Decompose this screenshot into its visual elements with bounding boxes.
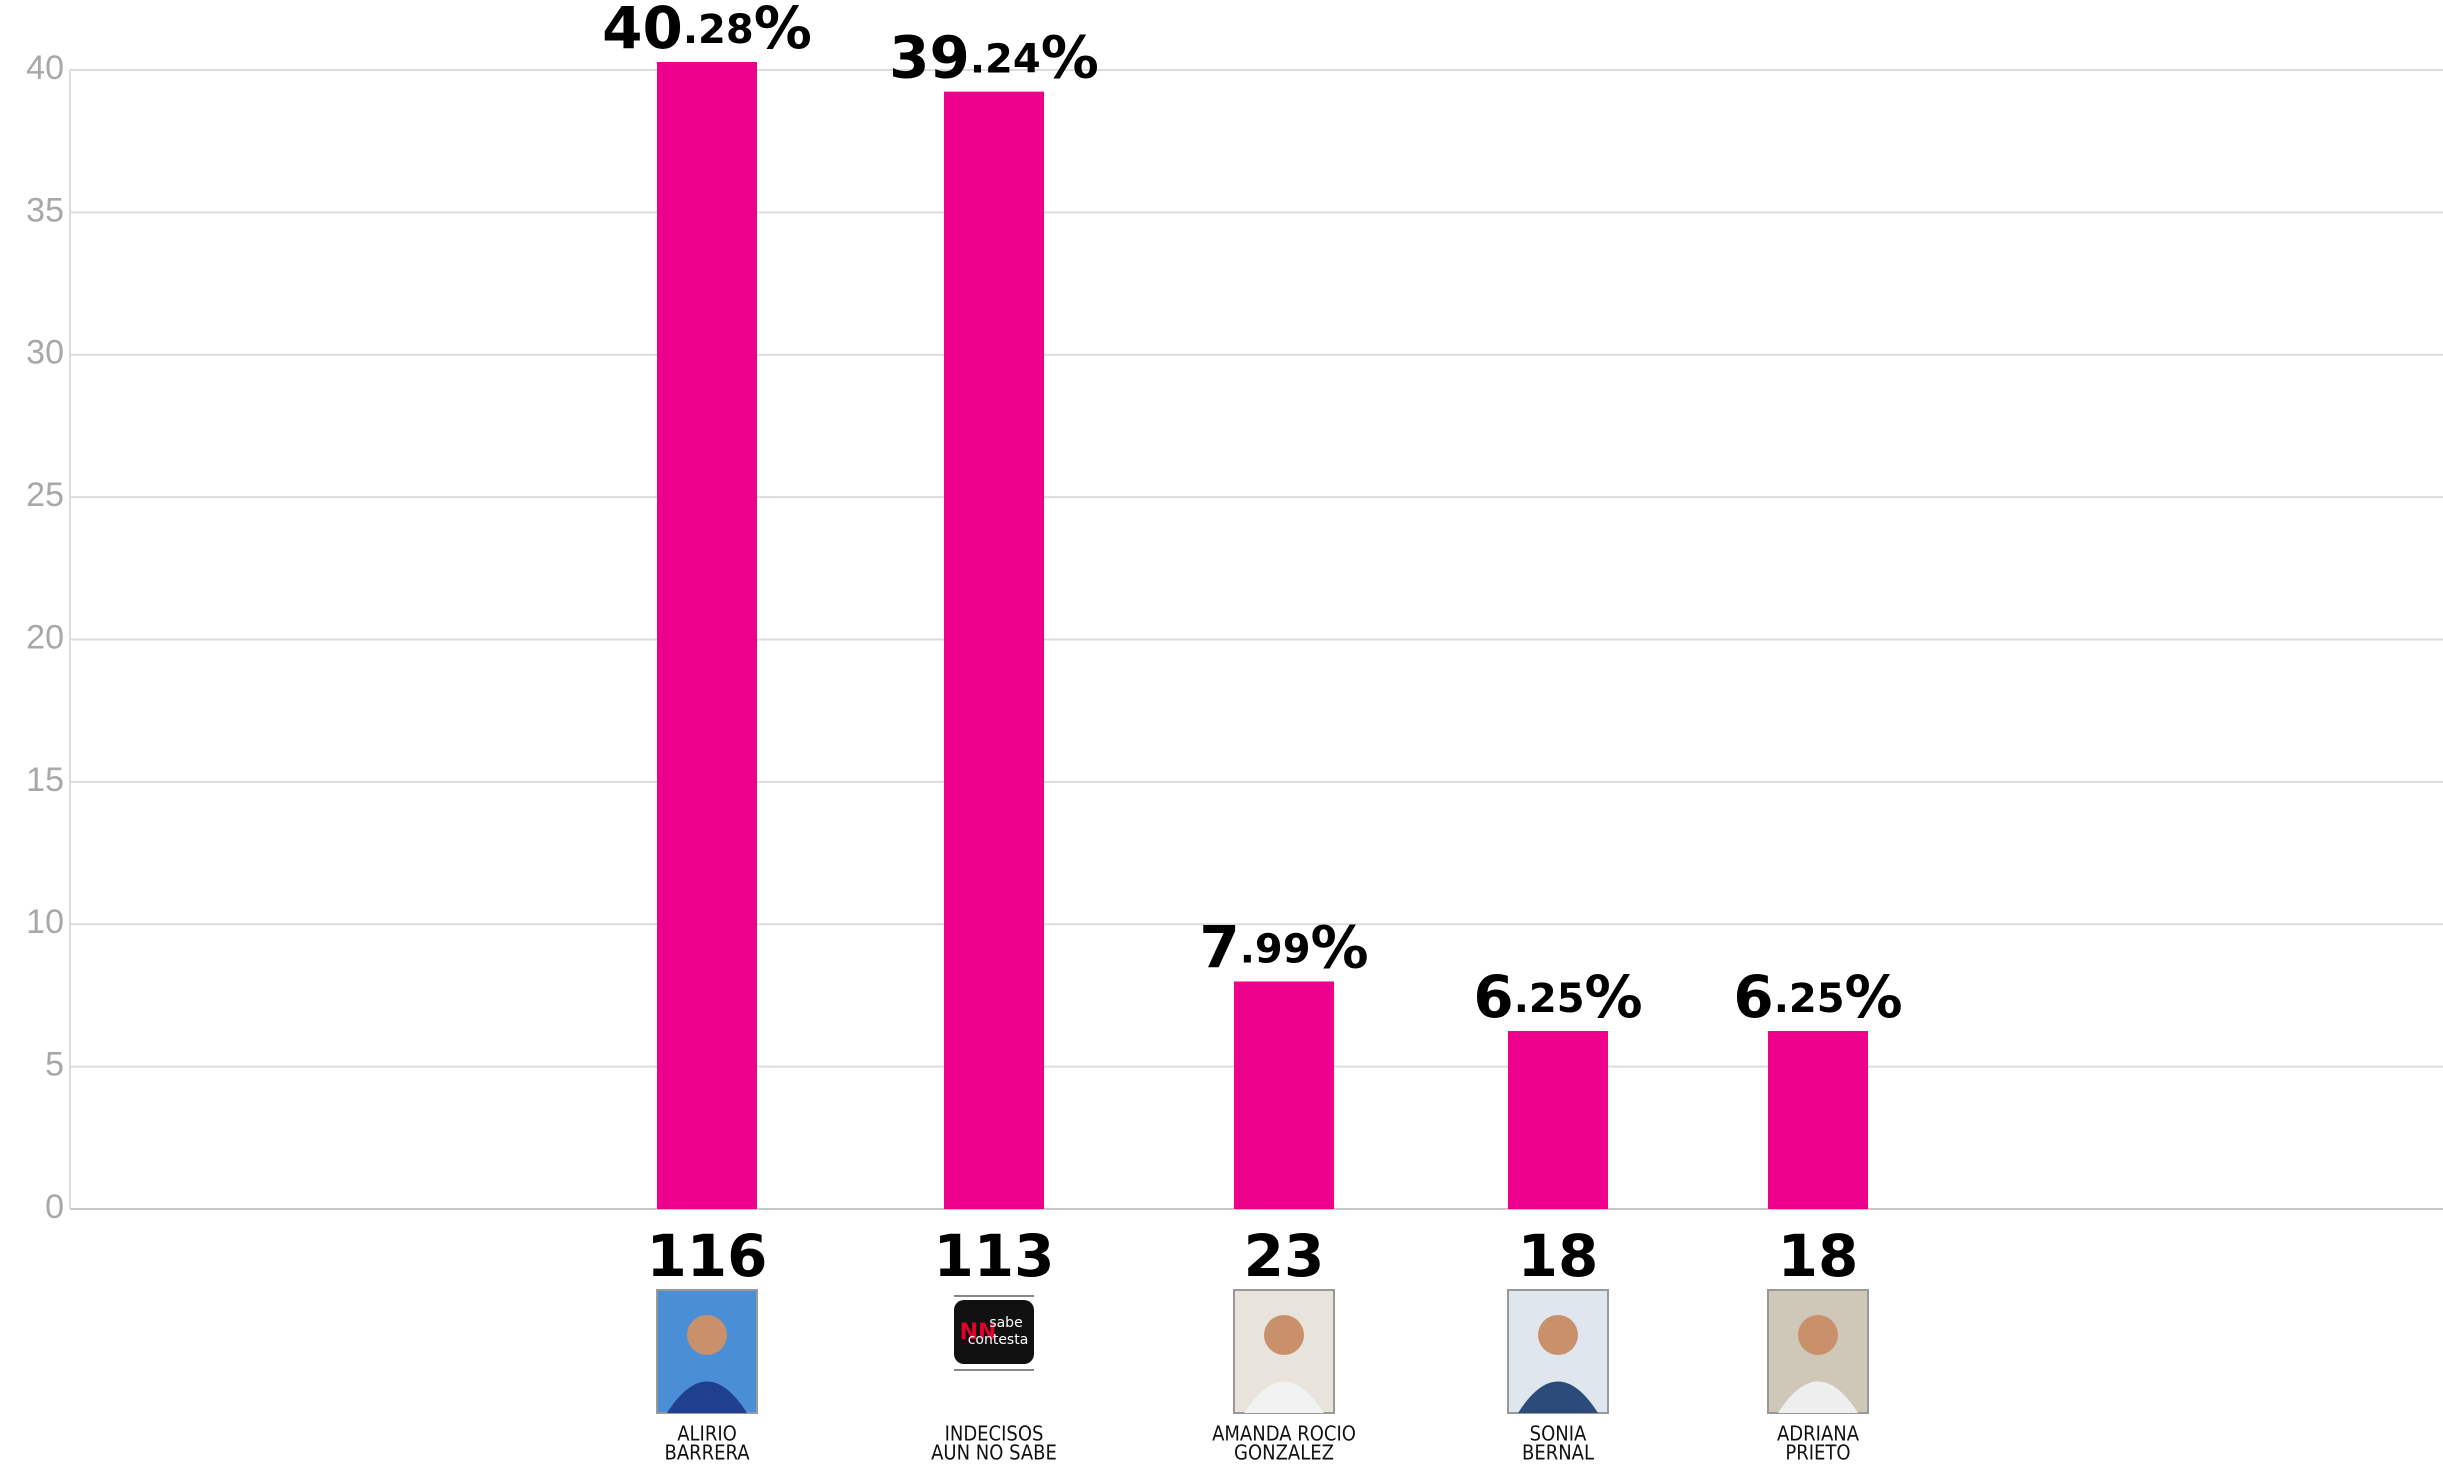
y-tick-label: 30 bbox=[26, 334, 64, 372]
category-label: SONIA bbox=[1530, 1422, 1587, 1446]
photo-head bbox=[1538, 1315, 1578, 1355]
count-label: 113 bbox=[933, 1222, 1054, 1290]
category-label: PRIETO bbox=[1785, 1441, 1850, 1465]
y-tick-label: 10 bbox=[26, 903, 64, 941]
candidate-photo bbox=[1507, 1289, 1609, 1414]
y-tick-label: 15 bbox=[26, 761, 64, 799]
logo-text: NN bbox=[960, 1320, 997, 1345]
photo-body bbox=[667, 1381, 747, 1413]
y-tick-label: 5 bbox=[45, 1046, 64, 1084]
logo-text: contesta bbox=[968, 1332, 1029, 1348]
count-label: 116 bbox=[646, 1222, 767, 1290]
y-tick-label: 35 bbox=[26, 191, 64, 229]
count-label: 18 bbox=[1518, 1222, 1599, 1290]
y-tick-label: 20 bbox=[26, 618, 64, 656]
category-label: ADRIANA bbox=[1777, 1422, 1860, 1446]
candidate-photo bbox=[656, 1289, 758, 1414]
category-label: AMANDA ROCIO bbox=[1212, 1422, 1356, 1446]
bar bbox=[1234, 981, 1334, 1209]
logo-bg bbox=[954, 1300, 1034, 1364]
category-label: INDECISOS bbox=[945, 1422, 1044, 1446]
candidate-photo bbox=[1767, 1289, 1869, 1414]
photo-head bbox=[1264, 1315, 1304, 1355]
photo-body bbox=[1518, 1381, 1598, 1413]
photo-head bbox=[687, 1315, 727, 1355]
photo-body bbox=[1778, 1381, 1858, 1413]
count-label: 23 bbox=[1244, 1222, 1325, 1290]
category-label: GONZALEZ bbox=[1234, 1441, 1334, 1465]
y-tick-label: 25 bbox=[26, 476, 64, 514]
value-label: 7.99% bbox=[1199, 914, 1368, 982]
value-label: 6.25% bbox=[1473, 963, 1642, 1031]
bar bbox=[1768, 1031, 1868, 1209]
category-label: BARRERA bbox=[664, 1441, 750, 1465]
category-label: BERNAL bbox=[1522, 1441, 1594, 1465]
category-label: AUN NO SABE bbox=[931, 1441, 1057, 1465]
logo-text: sabe bbox=[989, 1315, 1022, 1331]
bar bbox=[1508, 1031, 1608, 1209]
count-label: 18 bbox=[1778, 1222, 1859, 1290]
category-label: ALIRIO bbox=[677, 1422, 737, 1446]
photo-body bbox=[1244, 1381, 1324, 1413]
value-label: 40.28% bbox=[602, 0, 812, 62]
bar bbox=[944, 91, 1044, 1210]
photo-head bbox=[1798, 1315, 1838, 1355]
value-label: 39.24% bbox=[889, 24, 1099, 92]
value-label: 6.25% bbox=[1733, 963, 1902, 1031]
y-tick-label: 40 bbox=[26, 49, 64, 87]
y-tick-label: 0 bbox=[45, 1188, 64, 1226]
bar bbox=[657, 62, 757, 1210]
candidate-photo bbox=[1233, 1289, 1335, 1414]
